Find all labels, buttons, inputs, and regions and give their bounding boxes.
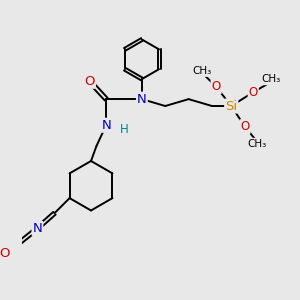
Text: CH₃: CH₃ [193, 66, 212, 76]
Text: H: H [120, 123, 128, 136]
Text: N: N [32, 222, 42, 235]
Text: Si: Si [225, 100, 237, 112]
Text: N: N [137, 93, 147, 106]
Text: O: O [240, 120, 250, 133]
Text: CH₃: CH₃ [262, 74, 281, 84]
Text: CH₃: CH₃ [248, 139, 267, 149]
Text: N: N [101, 119, 111, 132]
Text: O: O [0, 247, 10, 260]
Text: O: O [249, 86, 258, 99]
Text: O: O [212, 80, 221, 93]
Text: O: O [84, 75, 95, 88]
